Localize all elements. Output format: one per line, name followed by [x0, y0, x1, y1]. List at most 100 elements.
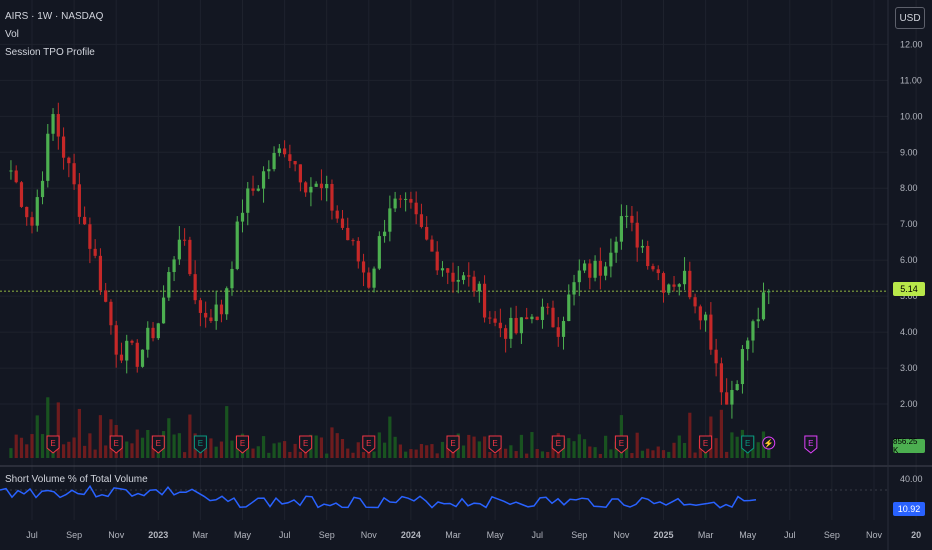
volume-bar: [467, 434, 471, 458]
earnings-event-glyph: E: [619, 439, 624, 448]
volume-bar: [356, 442, 360, 458]
earnings-event-marker[interactable]: [804, 435, 818, 454]
volume-bar: [9, 448, 13, 458]
volume-bar: [567, 438, 571, 458]
volume-bar: [609, 449, 613, 458]
candle-body: [430, 239, 434, 252]
candle-body: [567, 294, 571, 322]
candle-body: [388, 208, 392, 232]
candle-body: [119, 354, 124, 361]
time-tick-label: Mar: [698, 530, 714, 540]
volume-bar: [677, 435, 681, 458]
time-tick-label: 20: [911, 530, 921, 540]
candle-body: [382, 231, 387, 237]
time-tick-label: Nov: [108, 530, 125, 540]
candle-body: [40, 180, 45, 198]
candle-body: [372, 268, 376, 288]
candle-body: [719, 363, 723, 393]
volume-bar: [146, 430, 150, 458]
candle-body: [709, 314, 713, 350]
earnings-event-marker[interactable]: [299, 435, 313, 454]
split-event-marker[interactable]: [762, 436, 776, 450]
candle-body: [256, 188, 260, 191]
short-volume-value-label: 10.92: [893, 502, 925, 516]
volume-bar: [640, 450, 645, 458]
earnings-event-marker[interactable]: [488, 435, 502, 454]
price-tick-label: 9.00: [900, 147, 918, 157]
candle-body: [425, 226, 429, 240]
volume-bar: [498, 448, 502, 458]
earnings-event-glyph: E: [492, 439, 497, 448]
candle-body: [309, 186, 313, 193]
candle-body: [646, 245, 650, 267]
price-tick-label: 3.00: [900, 363, 918, 373]
earnings-event-marker[interactable]: [109, 435, 123, 454]
volume-bar: [104, 445, 108, 458]
volume-bar: [472, 436, 476, 458]
earnings-event-marker[interactable]: [193, 435, 207, 454]
volume-bar: [377, 432, 381, 458]
volume-bar: [514, 451, 518, 458]
current-price-label: 5.14: [893, 282, 925, 296]
candle-body: [151, 327, 155, 339]
volume-bar: [209, 438, 213, 458]
candle-body: [456, 279, 460, 282]
candle-body: [746, 340, 750, 350]
candle-body: [198, 300, 202, 313]
price-tick-label: 8.00: [900, 183, 918, 193]
volume-bar: [735, 436, 739, 458]
volume-bar: [577, 434, 581, 458]
earnings-event-marker[interactable]: [551, 435, 565, 454]
candle-body: [214, 304, 218, 322]
earnings-event-marker[interactable]: [446, 435, 460, 454]
candle-body: [288, 154, 292, 162]
candle-body: [246, 188, 250, 213]
sub-axis-tick: 40.00: [900, 474, 923, 484]
currency-button[interactable]: USD: [895, 7, 925, 29]
volume-bar: [256, 446, 260, 458]
volume-bar: [535, 449, 539, 458]
earnings-event-marker[interactable]: [614, 435, 628, 454]
volume-bar: [130, 443, 134, 458]
volume-bar: [72, 437, 76, 458]
volume-bar: [46, 397, 50, 458]
price-tick-label: 10.00: [900, 111, 923, 121]
candle-body: [161, 297, 166, 324]
time-tick-label: May: [487, 530, 505, 540]
candle-body: [461, 275, 466, 280]
volume-bar: [746, 451, 750, 458]
volume-bar: [314, 435, 318, 458]
candle-body: [698, 306, 702, 321]
volume-bar: [14, 434, 18, 458]
sub-pane-title: Short Volume % of Total Volume: [5, 474, 148, 485]
price-tick-label: 12.00: [900, 39, 923, 49]
candle-body: [251, 188, 255, 191]
volume-bar: [430, 444, 434, 458]
candle-body: [688, 270, 692, 298]
candle-body: [177, 239, 181, 260]
earnings-event-marker[interactable]: [46, 435, 60, 454]
candle-body: [551, 307, 555, 328]
candle-body: [672, 284, 676, 287]
volume-bar: [93, 449, 97, 458]
volume-bar: [219, 441, 224, 458]
earnings-event-marker[interactable]: [236, 435, 249, 454]
candle-body: [183, 239, 187, 241]
price-tick-label: 6.00: [900, 255, 918, 265]
candle-body: [104, 290, 108, 302]
candle-body: [56, 114, 60, 137]
volume-bar: [414, 449, 418, 458]
volume-bar: [19, 437, 24, 458]
volume-bar: [509, 445, 513, 458]
earnings-event-marker[interactable]: [699, 435, 713, 454]
volume-bar: [688, 412, 692, 458]
earnings-event-marker[interactable]: [362, 435, 376, 454]
candle-body: [572, 282, 576, 295]
volume-bar: [488, 452, 492, 458]
earnings-event-marker[interactable]: [151, 435, 165, 454]
volume-bar: [551, 441, 555, 458]
candle-body: [135, 342, 139, 367]
earnings-event-marker[interactable]: [741, 435, 755, 454]
candle-body: [767, 291, 771, 293]
